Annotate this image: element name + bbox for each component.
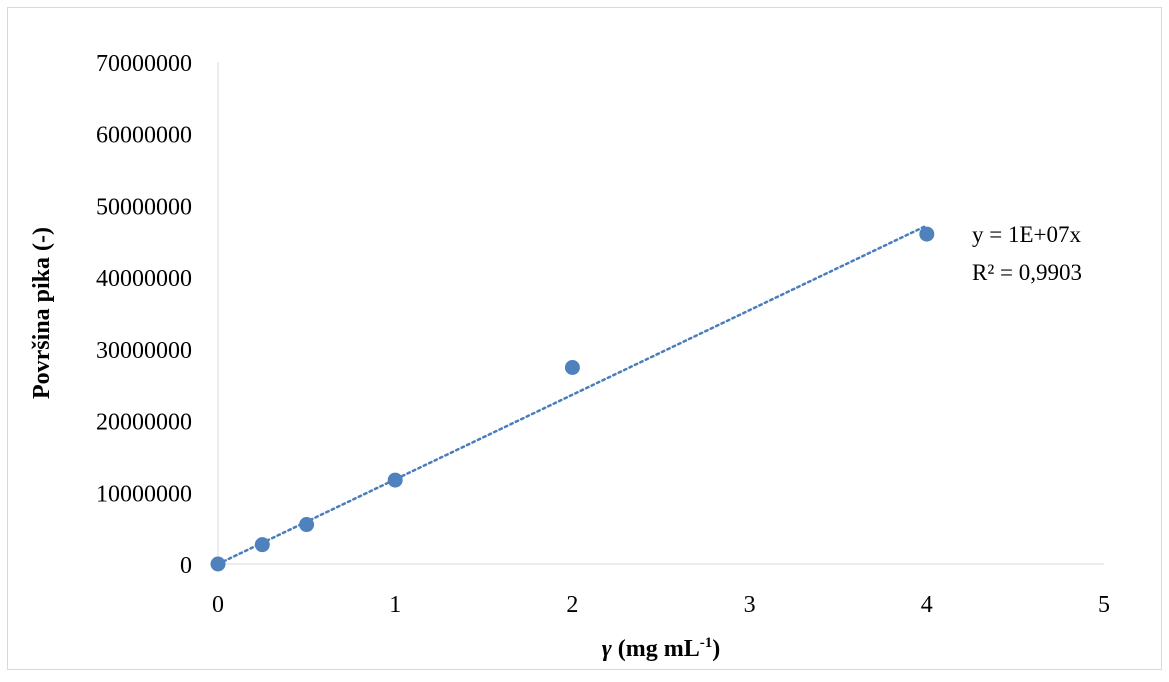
data-point xyxy=(210,556,226,572)
x-axis-title-superscript: -1 xyxy=(700,635,713,651)
x-tick-label: 0 xyxy=(212,592,224,618)
data-point xyxy=(919,226,935,242)
x-axis-title-unit: (mg mL xyxy=(612,636,700,662)
x-tick-label: 1 xyxy=(389,592,401,618)
y-tick-label: 50000000 xyxy=(96,194,192,220)
x-tick-label: 3 xyxy=(744,592,756,618)
data-point xyxy=(387,472,403,488)
trendline-equation: y = 1E+07x xyxy=(972,222,1081,247)
y-tick-label: 70000000 xyxy=(96,51,192,77)
chart-border xyxy=(7,7,1162,670)
y-tick-label: 20000000 xyxy=(96,410,192,436)
y-tick-label: 40000000 xyxy=(96,266,192,292)
data-point xyxy=(299,517,315,533)
y-axis-title: Površina pika (-) xyxy=(29,227,55,399)
x-axis-title: γ (mg mL-1) xyxy=(602,635,720,662)
x-tick-label: 2 xyxy=(566,592,578,618)
trendline-r-squared: R² = 0,9903 xyxy=(972,260,1082,285)
x-axis-title-close: ) xyxy=(712,636,720,662)
y-tick-label: 30000000 xyxy=(96,338,192,364)
data-points xyxy=(210,226,935,572)
x-tick-label: 5 xyxy=(1098,592,1110,618)
x-axis-title-symbol: γ xyxy=(602,636,612,662)
data-point xyxy=(254,537,270,553)
y-tick-label: 0 xyxy=(180,553,192,579)
y-tick-label: 10000000 xyxy=(96,481,192,507)
x-tick-labels: 0 1 2 3 4 5 xyxy=(212,592,1110,618)
data-point xyxy=(564,360,580,376)
trendline xyxy=(216,224,929,566)
trendline-group xyxy=(216,224,929,566)
y-tick-labels: 0 10000000 20000000 30000000 40000000 5000000… xyxy=(96,51,192,579)
x-tick-label: 4 xyxy=(921,592,933,618)
y-tick-label: 60000000 xyxy=(96,123,192,149)
